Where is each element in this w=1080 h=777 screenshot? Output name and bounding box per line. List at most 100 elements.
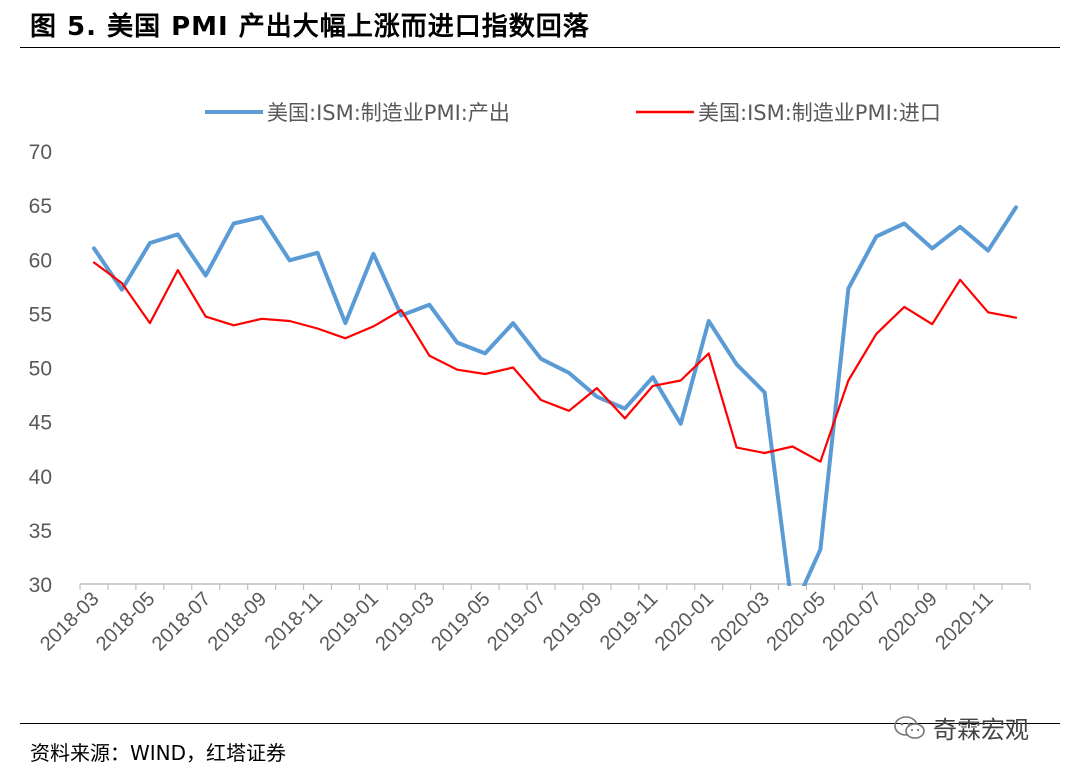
source-note: 资料来源：WIND，红塔证券	[30, 741, 287, 765]
series-2-point	[1015, 316, 1017, 319]
series-2-point	[428, 354, 431, 357]
series-1-point	[316, 252, 319, 254]
series-line-2	[92, 261, 1018, 463]
y-axis: 30 35 40 45 50 55 60 65 70	[29, 141, 52, 597]
series-2-point	[540, 399, 542, 401]
x-tick-label: 2019-05	[427, 588, 494, 655]
x-tick-label: 2018-07	[148, 588, 215, 655]
series-1-point	[484, 352, 486, 355]
series-2-point	[791, 445, 794, 448]
series-2-point	[149, 322, 151, 324]
x-tick-label: 2018-05	[92, 588, 159, 655]
series-2-point	[456, 368, 459, 371]
series-2-point	[819, 460, 822, 463]
x-tick-label: 2018-03	[36, 588, 103, 655]
series-2-point	[847, 379, 850, 382]
wechat-icon	[894, 715, 925, 739]
series-2-point	[568, 410, 570, 412]
series-2-point	[260, 318, 263, 320]
y-tick-label: 55	[29, 303, 52, 326]
series-1-point	[763, 391, 766, 394]
series-1-point	[540, 358, 542, 360]
series-1-point	[121, 288, 123, 291]
series-1-point	[177, 233, 179, 236]
series-1-point	[428, 303, 431, 306]
series-2-point	[344, 337, 347, 340]
series-1-point	[232, 222, 235, 225]
x-tick-label: 2020-01	[651, 588, 718, 655]
legend-label-1: 美国:ISM:制造业PMI:产出	[267, 101, 510, 125]
series-2-point	[959, 279, 961, 281]
y-tick-label: 60	[29, 249, 52, 272]
x-tick-label: 2020-07	[818, 588, 885, 655]
series-2-point	[288, 320, 291, 322]
series-1-point	[652, 376, 654, 379]
series-2-point	[735, 446, 738, 449]
series-1-point	[1015, 206, 1017, 209]
series-1-point	[903, 222, 906, 225]
series-1-point	[344, 322, 347, 324]
series-1-point	[260, 216, 263, 218]
series-1-point	[847, 287, 850, 290]
series-1-point	[372, 253, 375, 255]
series-2-point	[121, 282, 123, 284]
series-1-point	[93, 247, 95, 250]
chart-title: 图 5. 美国 PMI 产出大幅上涨而进口指数回落	[30, 12, 590, 42]
x-tick-label: 2019-07	[483, 588, 550, 655]
series-1-point	[288, 259, 291, 262]
y-tick-label: 40	[29, 466, 52, 489]
series-1-point	[819, 548, 822, 551]
series-2-point	[232, 324, 235, 327]
series-2-point	[624, 417, 626, 420]
series-1-point	[512, 322, 514, 324]
legend-label-2: 美国:ISM:制造业PMI:进口	[698, 101, 941, 125]
y-tick-label: 65	[29, 195, 52, 218]
series-1-point	[596, 395, 598, 398]
series-1-point	[931, 247, 933, 250]
y-tick-label: 30	[29, 574, 52, 597]
y-tick-label: 45	[29, 412, 52, 435]
y-tick-label: 35	[29, 520, 52, 543]
series-2-point	[763, 452, 766, 454]
watermark: 奇霖宏观	[893, 710, 1029, 745]
title-divider	[20, 47, 1060, 48]
series-2-point	[204, 315, 207, 318]
series-1-point	[735, 363, 738, 366]
series-2-point	[484, 373, 486, 375]
x-tick-label: 2019-03	[371, 588, 438, 655]
series-1-point	[400, 314, 403, 317]
x-tick-label: 2018-09	[204, 588, 271, 655]
series-2-point	[679, 379, 682, 382]
series-2-point	[596, 387, 598, 389]
series-2-point	[931, 323, 933, 326]
series-1-point	[204, 274, 207, 277]
series-1-point	[624, 407, 626, 410]
x-tick-label: 2020-05	[763, 588, 830, 655]
series-1-point	[707, 320, 710, 322]
series-2-point	[512, 366, 514, 369]
series-2-point	[400, 309, 403, 311]
x-tick-label: 2020-11	[931, 588, 997, 654]
footer-divider	[20, 723, 1060, 724]
series-1-point	[875, 235, 878, 238]
series-2-point	[987, 311, 989, 314]
x-tick-label: 2020-03	[707, 588, 774, 655]
series-1-point	[456, 341, 459, 344]
series-1-point	[679, 423, 682, 425]
series-1-point	[568, 372, 570, 374]
series-2-point	[652, 385, 654, 387]
chart-legend: 美国:ISM:制造业PMI:产出 美国:ISM:制造业PMI:进口	[205, 101, 941, 125]
x-tick-label: 2019-11	[596, 588, 662, 654]
series-1-point	[959, 226, 961, 228]
y-tick-label: 50	[29, 358, 52, 381]
x-tick-label: 2018-11	[261, 588, 327, 654]
y-tick-label: 70	[29, 141, 52, 164]
watermark-text: 奇霖宏观	[933, 716, 1029, 744]
series-line-1	[92, 205, 1018, 586]
series-2-point	[177, 269, 179, 271]
series-2-point	[93, 261, 95, 264]
series-2-point	[903, 306, 906, 308]
series-2-point	[875, 333, 878, 335]
